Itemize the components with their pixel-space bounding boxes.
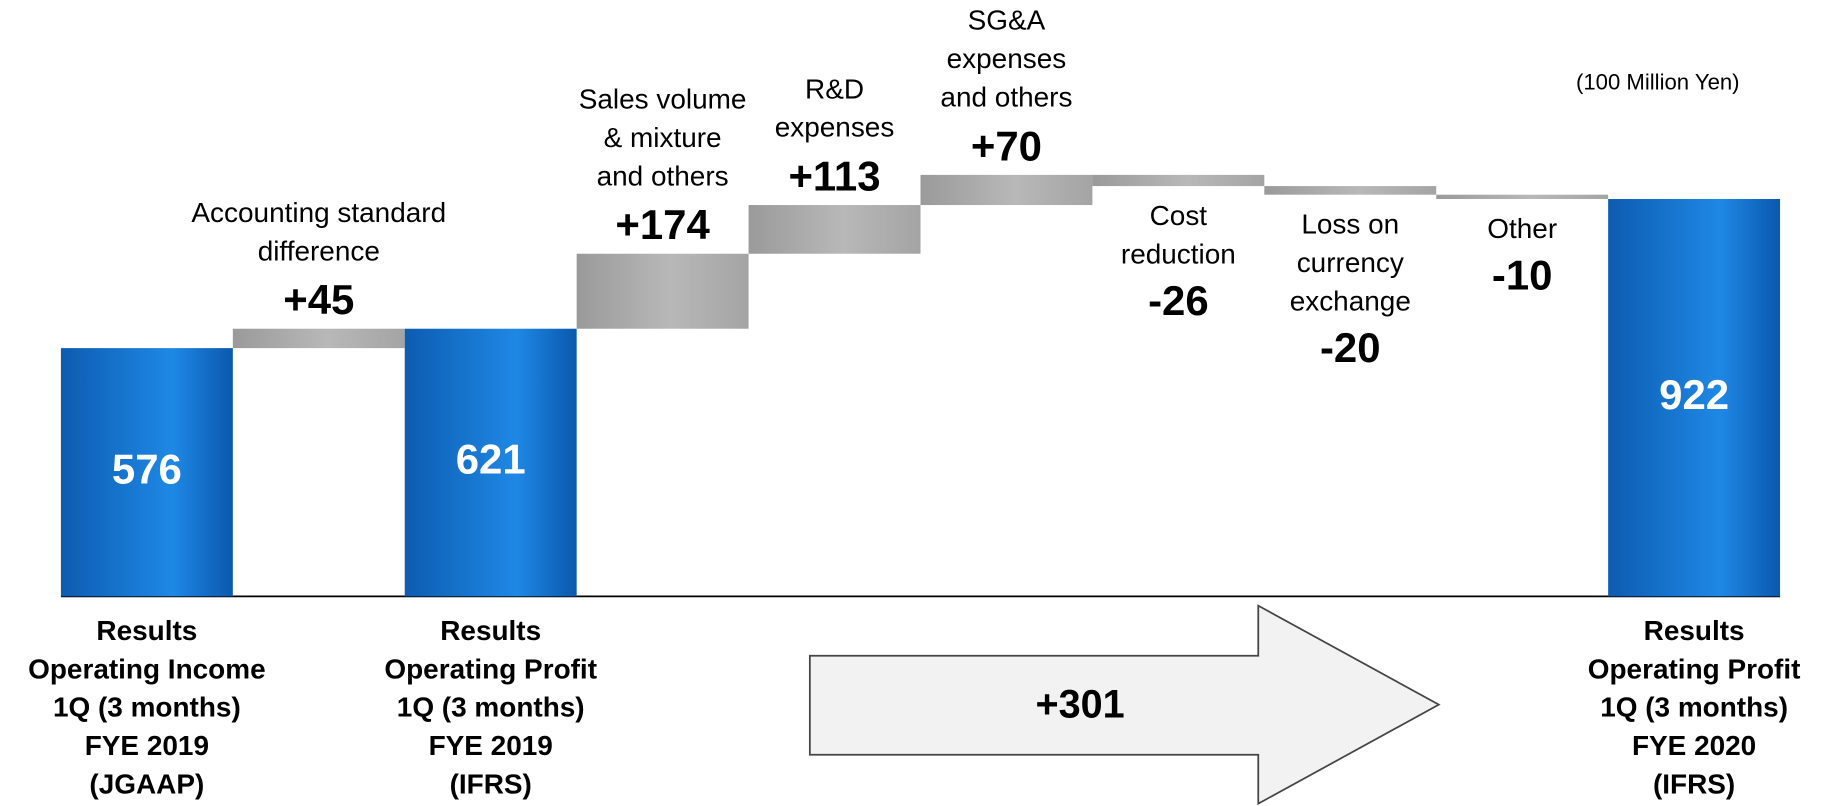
- category-label: reduction: [1121, 238, 1236, 269]
- category-label: (JGAAP): [89, 769, 204, 800]
- delta-value-label: -20: [1320, 324, 1381, 371]
- category-label: and others: [597, 160, 729, 191]
- category-label: expenses: [947, 43, 1067, 74]
- unit-label: (100 Million Yen): [1576, 70, 1740, 95]
- category-label: Loss on: [1301, 209, 1399, 240]
- delta-value-label: +45: [283, 276, 354, 323]
- category-label: Results: [1644, 615, 1745, 646]
- category-label: exchange: [1290, 285, 1411, 316]
- category-label: 1Q (3 months): [1600, 692, 1788, 723]
- total-bar: [60, 348, 233, 597]
- delta-bar: [232, 328, 405, 349]
- category-label: FYE 2019: [429, 730, 553, 761]
- category-label: difference: [258, 235, 380, 266]
- bar-value-label: 922: [1659, 371, 1729, 418]
- category-label: Operating Income: [28, 653, 266, 684]
- category-label: FYE 2020: [1632, 730, 1756, 761]
- delta-value-label: -10: [1492, 251, 1553, 298]
- delta-bar: [576, 253, 749, 329]
- category-label: Operating Profit: [1588, 653, 1801, 684]
- delta-value-label: -26: [1148, 277, 1209, 324]
- category-label: R&D: [805, 73, 864, 104]
- category-label: Cost: [1150, 200, 1208, 231]
- delta-value-label: +70: [971, 122, 1042, 169]
- category-label: SG&A: [968, 5, 1046, 36]
- category-label: 1Q (3 months): [397, 692, 585, 723]
- category-label: & mixture: [604, 122, 722, 153]
- category-label: Results: [96, 615, 197, 646]
- category-label: expenses: [775, 112, 895, 143]
- category-label: (IFRS): [1653, 769, 1735, 800]
- category-label: Accounting standard: [191, 197, 446, 228]
- category-label: and others: [940, 82, 1072, 113]
- delta-value-label: +174: [615, 201, 710, 248]
- category-label: Operating Profit: [384, 653, 597, 684]
- category-label: Sales volume: [579, 84, 747, 115]
- delta-bar: [748, 205, 921, 254]
- category-label: Results: [440, 615, 541, 646]
- bar-value-label: 576: [112, 445, 182, 492]
- delta-bar: [1092, 174, 1265, 187]
- summary-arrow: [808, 604, 1441, 806]
- delta-value-label: +113: [788, 152, 880, 199]
- delta-bar: [1264, 186, 1437, 195]
- arrow-label: +301: [1035, 682, 1124, 726]
- delta-bar: [920, 174, 1093, 206]
- category-label: currency: [1297, 247, 1404, 278]
- category-label: (IFRS): [450, 769, 532, 800]
- category-label: Other: [1487, 213, 1557, 244]
- category-label: FYE 2019: [85, 730, 209, 761]
- category-label: 1Q (3 months): [53, 692, 241, 723]
- total-bar: [404, 328, 577, 597]
- delta-bar: [1436, 194, 1609, 200]
- total-bar: [1608, 199, 1781, 597]
- bar-value-label: 621: [456, 436, 526, 483]
